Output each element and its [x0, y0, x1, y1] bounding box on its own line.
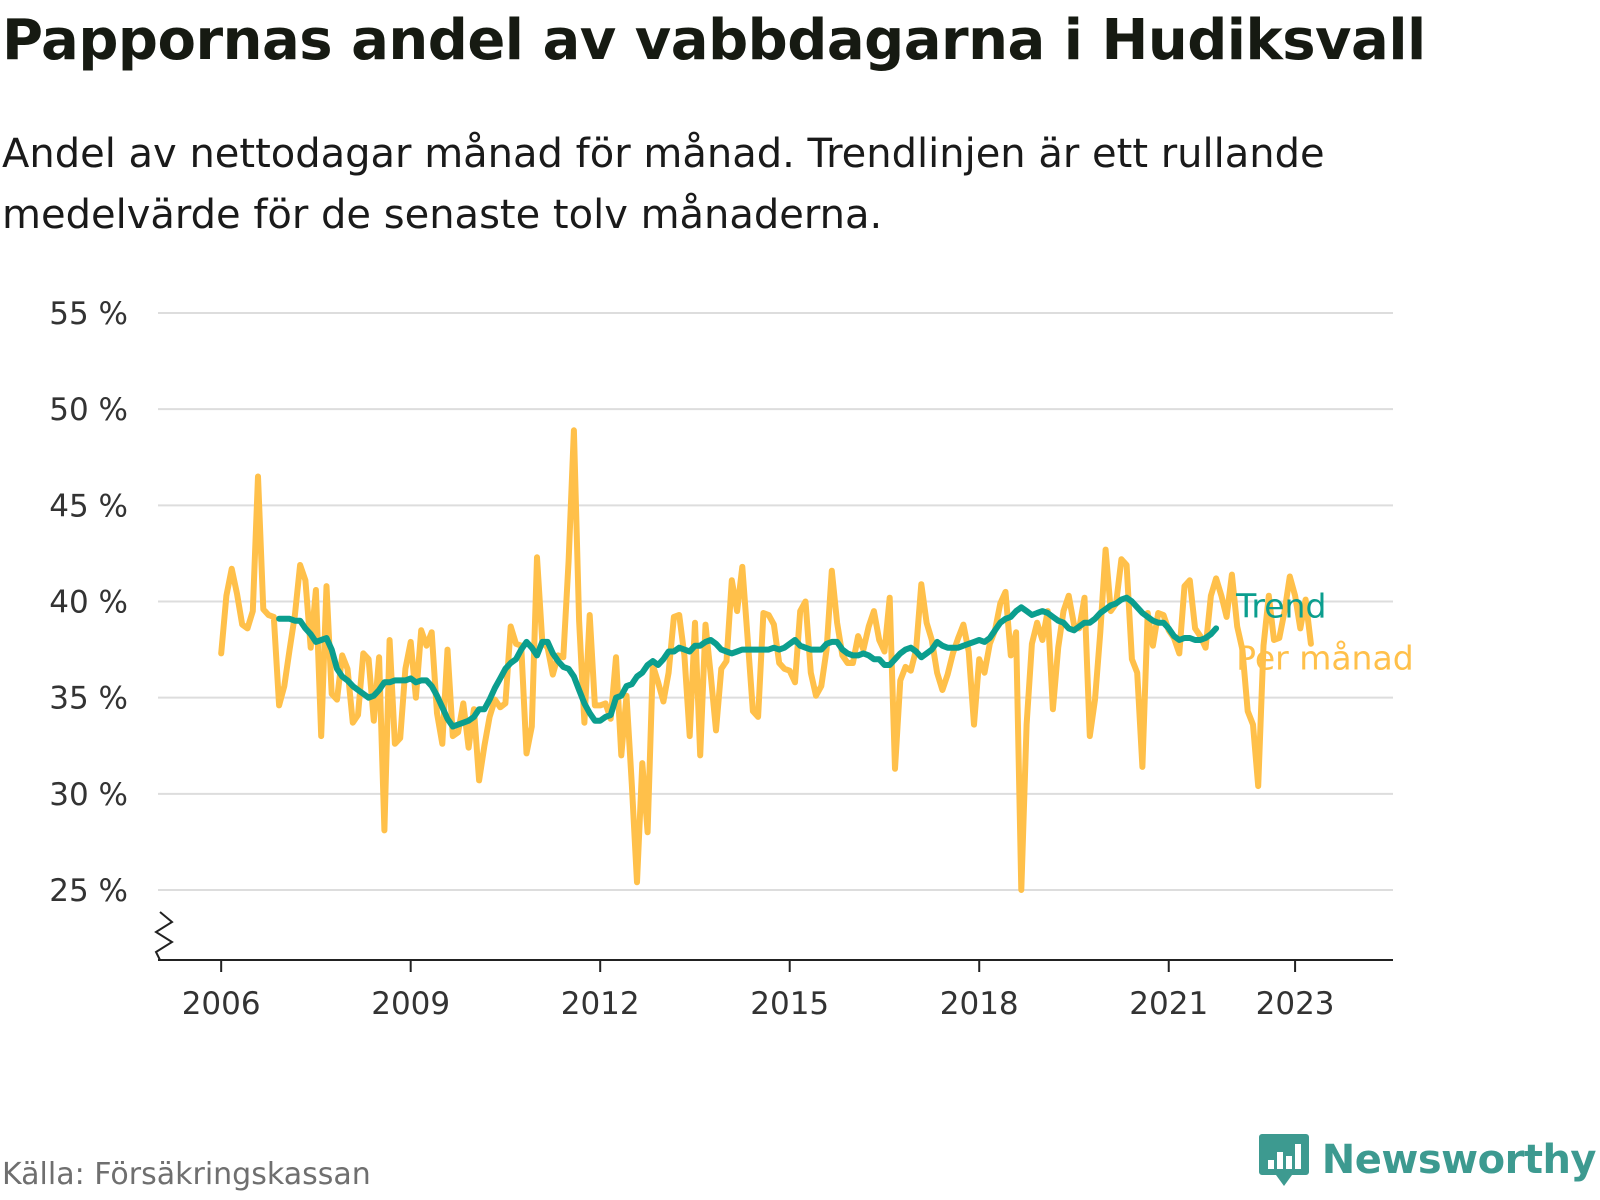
x-tick-label: 2006: [182, 986, 261, 1022]
y-tick-label: 25 %: [49, 873, 128, 909]
y-tick-label: 35 %: [49, 681, 128, 717]
axis-break-icon: [154, 911, 174, 961]
series-line-per-manad: [218, 427, 1314, 893]
brand-name: Newsworthy: [1321, 1137, 1597, 1183]
series-layer: [218, 427, 1314, 893]
newsworthy-icon: [1258, 1134, 1309, 1186]
y-tick-label: 40 %: [49, 585, 128, 621]
series-line-trend: [276, 594, 1220, 730]
source-note: Källa: Försäkringskassan: [2, 1157, 371, 1192]
x-tick-label: 2021: [1129, 986, 1208, 1022]
y-tick-label: 30 %: [49, 777, 128, 813]
legend-label-trend: Trend: [1235, 586, 1326, 625]
line-chart: 25 % 30 % 35 % 40 % 45 % 50 % 55 % 2006 2009 2012…: [49, 296, 1413, 1022]
brand-logo: Newsworthy: [1258, 1132, 1597, 1188]
chart-title: Pappornas andel av vabbdagarna i Hudiksv…: [2, 8, 1426, 73]
x-tick-label: 2012: [561, 986, 640, 1022]
y-tick-label: 50 %: [49, 392, 128, 428]
x-tick-label: 2015: [750, 986, 829, 1022]
label-layer: 25 % 30 % 35 % 40 % 45 % 50 % 55 % 2006 2009 2012…: [49, 296, 1413, 1022]
x-tick-label: 2023: [1256, 986, 1335, 1022]
legend-label-per-manad: Per månad: [1236, 638, 1414, 677]
y-tick-label: 45 %: [49, 488, 128, 524]
y-tick-label: 55 %: [49, 296, 128, 332]
x-tick-label: 2009: [371, 986, 450, 1022]
axis-layer: [154, 911, 1393, 972]
chart-subtitle: Andel av nettodagar månad för månad. Tre…: [2, 131, 1325, 238]
x-tick-label: 2018: [940, 986, 1019, 1022]
